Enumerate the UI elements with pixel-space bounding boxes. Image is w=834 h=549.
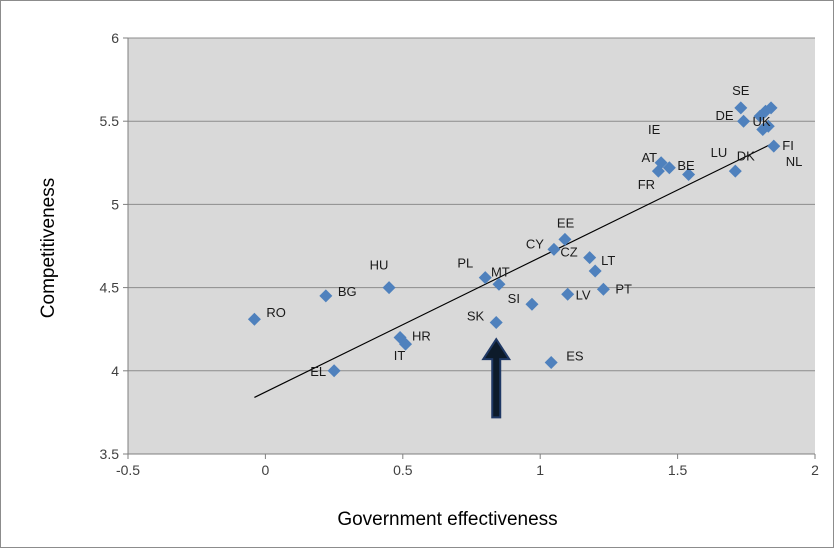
- point-label-ee: EE: [557, 215, 575, 230]
- y-tick-label: 5: [111, 196, 119, 212]
- point-label-se: SE: [732, 83, 750, 98]
- point-label-be: BE: [677, 158, 695, 173]
- plot-area: [128, 38, 815, 454]
- x-tick-labels: -0.5 0 0.5 1 1.5 2: [116, 462, 819, 478]
- point-label-pl: PL: [457, 256, 473, 271]
- point-label-hr: HR: [412, 329, 431, 344]
- y-tick-label: 5.5: [100, 113, 120, 129]
- x-tick-label: 1.5: [668, 462, 688, 478]
- point-label-si: SI: [508, 291, 520, 306]
- point-label-el: EL: [310, 364, 326, 379]
- point-label-fi: FI: [782, 138, 794, 153]
- point-label-ro: RO: [266, 305, 286, 320]
- point-label-cy: CY: [526, 236, 544, 251]
- point-label-fr: FR: [638, 177, 655, 192]
- x-axis-title: Government effectiveness: [337, 509, 557, 530]
- point-label-nl: NL: [786, 154, 803, 169]
- point-label-uk: UK: [753, 114, 771, 129]
- point-label-cz: CZ: [560, 245, 577, 260]
- y-tick-label: 4.5: [100, 280, 120, 296]
- point-label-pt: PT: [615, 281, 632, 296]
- point-label-it: IT: [394, 348, 406, 363]
- x-tick-label: -0.5: [116, 462, 140, 478]
- point-label-sk: SK: [467, 309, 485, 324]
- y-axis-title: Competitiveness: [38, 178, 59, 318]
- point-label-mt: MT: [491, 264, 510, 279]
- point-label-dk: DK: [737, 149, 755, 164]
- point-label-lu: LU: [711, 145, 728, 160]
- y-tick-labels: 3.5 4 4.5 5 5.5 6: [100, 30, 120, 462]
- x-tick-label: 0.5: [393, 462, 413, 478]
- y-tick-label: 3.5: [100, 446, 120, 462]
- y-tick-label: 4: [111, 363, 119, 379]
- point-label-de: DE: [715, 108, 733, 123]
- x-tick-label: 2: [811, 462, 819, 478]
- x-tick-label: 1: [536, 462, 544, 478]
- point-label-bg: BG: [338, 284, 357, 299]
- point-label-lv: LV: [576, 287, 591, 302]
- point-label-ie: IE: [648, 122, 661, 137]
- point-label-lt: LT: [601, 253, 615, 268]
- point-label-at: AT: [641, 150, 657, 165]
- point-label-hu: HU: [370, 258, 389, 273]
- y-tick-label: 6: [111, 30, 119, 46]
- point-label-es: ES: [566, 348, 584, 363]
- x-tick-label: 0: [262, 462, 270, 478]
